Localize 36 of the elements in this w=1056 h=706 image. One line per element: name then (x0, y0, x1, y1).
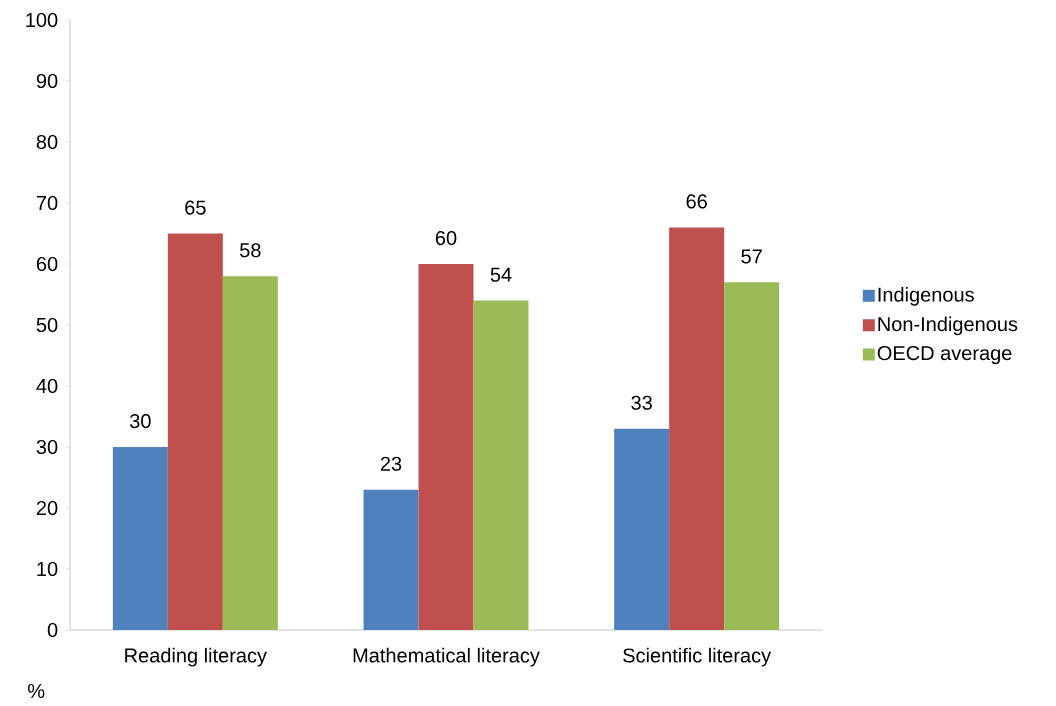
data-label: 54 (490, 267, 512, 282)
y-tick-label: 30 (36, 439, 58, 455)
y-tick-label: 100 (26, 12, 58, 28)
data-label: 60 (435, 230, 457, 246)
bar (418, 264, 474, 630)
y-axis-title: % (27, 684, 45, 699)
y-tick-label: 40 (36, 378, 58, 394)
data-label: 33 (631, 395, 652, 410)
bar (167, 233, 223, 630)
bar (614, 428, 670, 630)
data-label: 65 (185, 200, 206, 215)
y-tick-label: 0 (47, 622, 58, 638)
y-tick-label: 80 (36, 134, 58, 150)
y-tick-label: 60 (36, 256, 58, 272)
y-tick-label: 10 (37, 561, 58, 577)
y-tick-label: 20 (36, 500, 58, 516)
data-label: 57 (741, 249, 762, 264)
bar (724, 282, 780, 630)
x-tick-label: Scientific literacy (623, 647, 772, 667)
data-label: 66 (686, 194, 707, 209)
bar (112, 447, 168, 630)
data-label: 23 (380, 456, 402, 471)
data-label: 58 (240, 243, 261, 258)
x-tick-label: Mathematical literacy (353, 647, 540, 667)
data-label: 30 (129, 413, 151, 429)
legend-label: OECD average (877, 345, 1012, 365)
bar (363, 489, 419, 630)
y-tick-label: 50 (36, 317, 58, 333)
bar (473, 300, 529, 630)
bar (669, 227, 725, 630)
legend-label: Indigenous (878, 287, 974, 306)
y-tick-label: 90 (36, 73, 58, 89)
y-tick-label: 70 (36, 195, 58, 211)
legend-label: Non-Indigenous (878, 316, 1018, 336)
bar (222, 276, 278, 630)
x-tick-label: Reading literacy (125, 647, 267, 667)
